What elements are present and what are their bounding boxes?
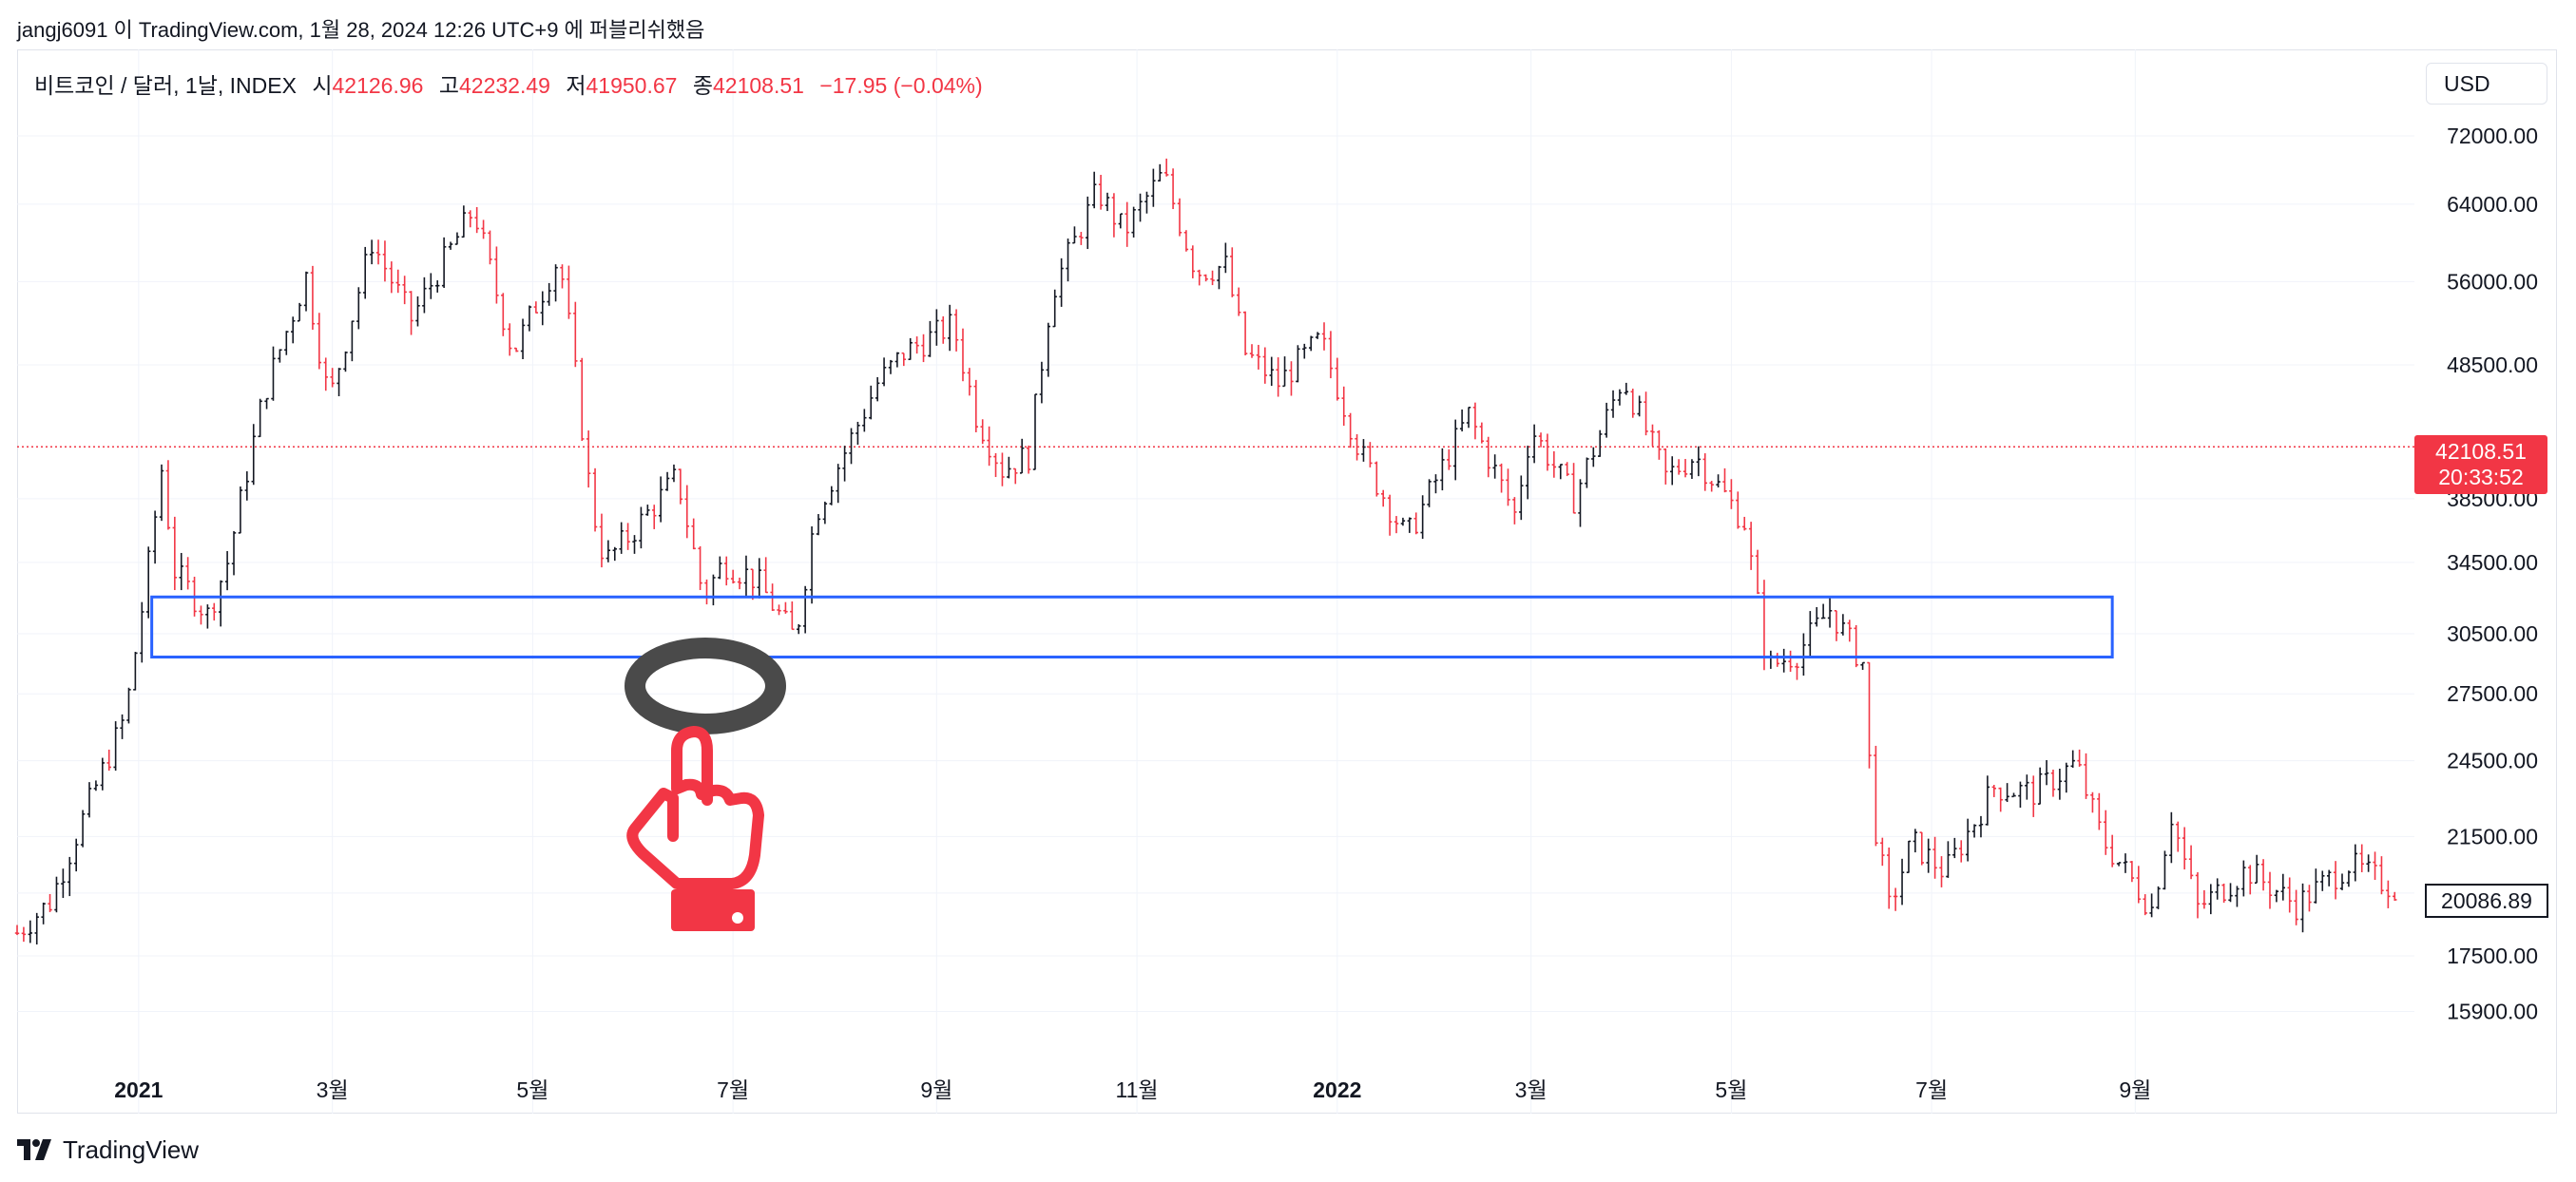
x-tick-label: 7월 — [1915, 1077, 1948, 1102]
symbol-label: 비트코인 / 달러, 1날, INDEX — [34, 73, 297, 98]
x-tick-label: 9월 — [2119, 1077, 2151, 1102]
x-tick-label: 3월 — [1515, 1077, 1548, 1102]
tradingview-brand: TradingView — [63, 1134, 200, 1164]
y-tick-label: 24500.00 — [2447, 749, 2538, 773]
tradingview-logo-icon — [17, 1139, 51, 1160]
candles — [14, 158, 2397, 944]
open-label: 시 — [312, 73, 333, 98]
ohlc-legend: 비트코인 / 달러, 1날, INDEX 시42126.96 고42232.49… — [34, 67, 983, 100]
x-tick-label: 7월 — [717, 1077, 749, 1102]
close-value: 42108.51 — [713, 73, 804, 98]
x-tick-label: 5월 — [1715, 1077, 1747, 1102]
y-tick-label: 30500.00 — [2447, 621, 2538, 646]
y-tick-label: 17500.00 — [2447, 944, 2538, 968]
y-tick-label: 56000.00 — [2447, 269, 2538, 294]
crosshair-price-tag: 20086.89 — [2425, 884, 2548, 918]
high-value: 42232.49 — [459, 73, 550, 98]
y-tick-label: 21500.00 — [2447, 824, 2538, 848]
low-label: 저 — [566, 73, 586, 98]
y-tick-label: 64000.00 — [2447, 192, 2538, 217]
y-tick-label: 15900.00 — [2447, 999, 2538, 1023]
support-zone-box — [150, 595, 2114, 659]
change-value: −17.95 (−0.04%) — [819, 73, 983, 98]
current-price-label: 42108.51 — [2435, 439, 2527, 464]
countdown-label: 20:33:52 — [2438, 465, 2524, 489]
y-tick-label: 27500.00 — [2447, 681, 2538, 706]
x-tick-label: 2022 — [1313, 1077, 1361, 1102]
y-tick-label: 48500.00 — [2447, 353, 2538, 377]
y-tick-label: 72000.00 — [2447, 124, 2538, 148]
currency-button[interactable]: USD — [2426, 63, 2547, 105]
grid — [17, 49, 2414, 1114]
x-axis: 2021 3월 5월 7월 9월 11월 2022 3월 5월 7월 9월 — [114, 1077, 2151, 1102]
dark-ellipse-marker — [625, 638, 786, 734]
x-tick-label: 5월 — [516, 1077, 548, 1102]
pointing-hand-icon — [626, 726, 764, 931]
publisher-line: jangj6091 이 TradingView.com, 1월 28, 2024… — [17, 18, 705, 42]
low-value: 41950.67 — [586, 73, 678, 98]
x-tick-label: 9월 — [920, 1077, 952, 1102]
y-tick-label: 34500.00 — [2447, 550, 2538, 575]
tradingview-logo[interactable]: TradingView — [17, 1134, 199, 1165]
high-label: 고 — [438, 73, 459, 98]
x-tick-label: 11월 — [1116, 1077, 1159, 1102]
open-value: 42126.96 — [332, 73, 424, 98]
close-label: 종 — [692, 73, 713, 98]
current-price-tag: 42108.51 20:33:52 — [2414, 435, 2547, 494]
x-tick-label: 3월 — [317, 1077, 349, 1102]
chart-frame — [17, 49, 2557, 1114]
x-tick-label: 2021 — [114, 1077, 163, 1102]
crosshair-price-label: 20086.89 — [2441, 888, 2532, 913]
